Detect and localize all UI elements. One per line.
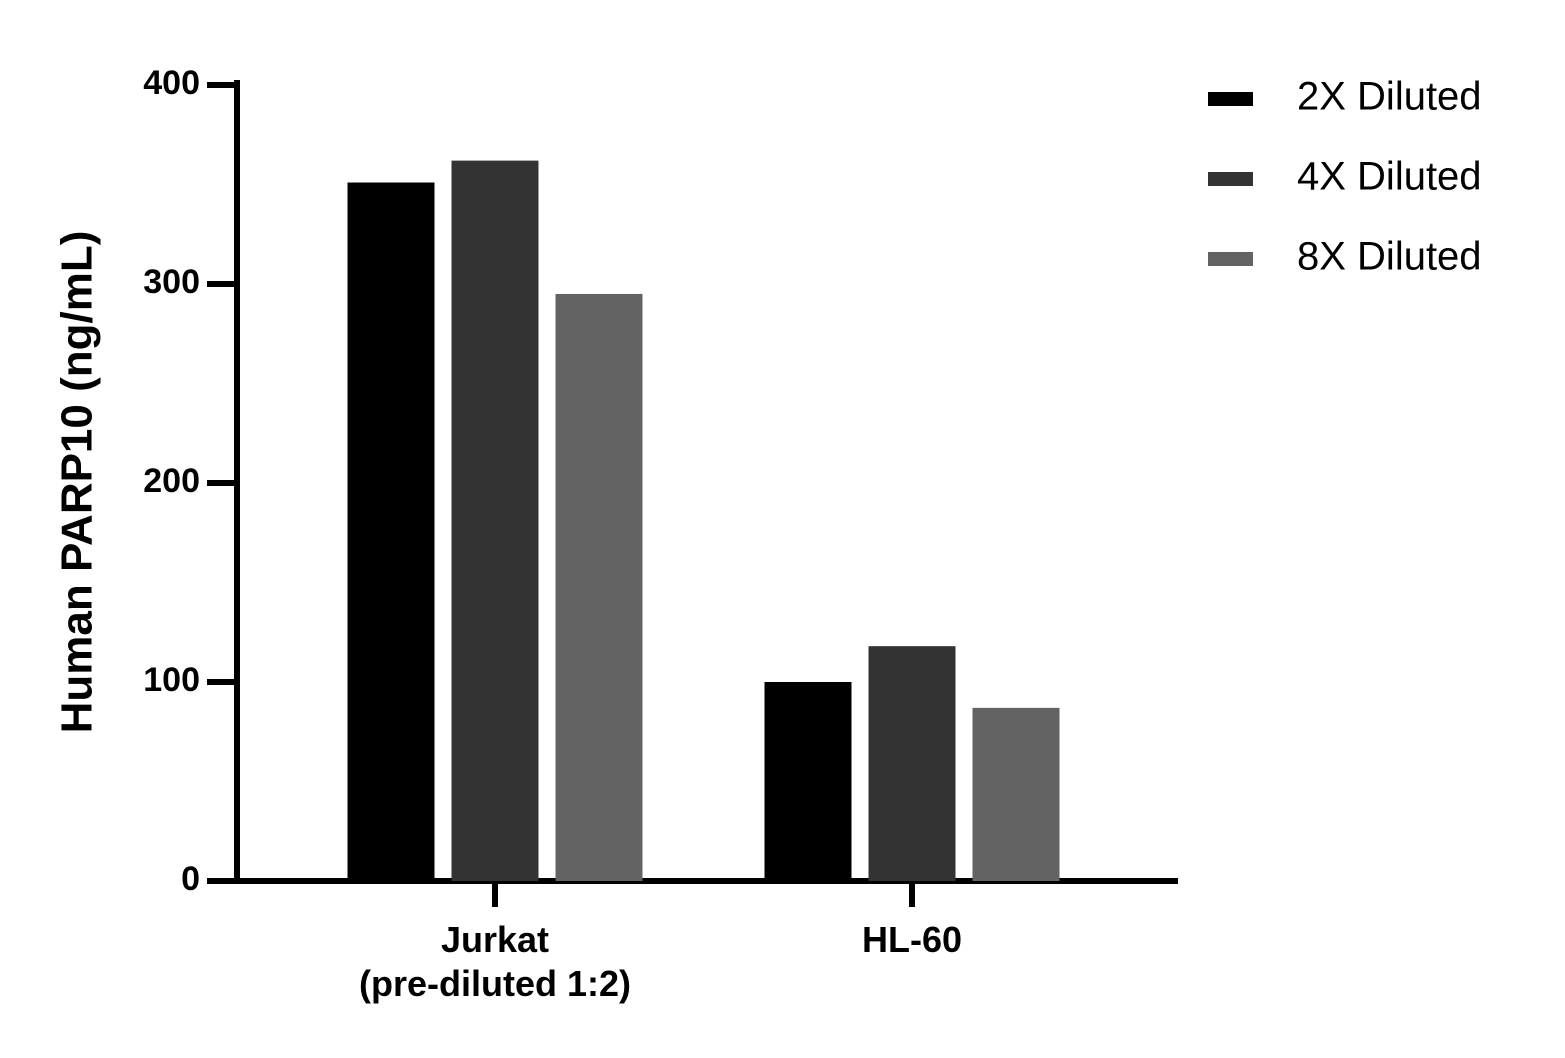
y-tick-label: 300 xyxy=(143,263,200,301)
y-tick-label: 200 xyxy=(143,462,200,500)
y-tick-label: 100 xyxy=(143,661,200,699)
x-tick-label: HL-60 xyxy=(861,919,963,960)
x-tick-label: Jurkat (pre-diluted 1:2) xyxy=(358,919,631,1004)
y-tick-label: 400 xyxy=(143,64,200,102)
bar xyxy=(555,293,643,881)
legend-label: 8X Diluted xyxy=(1297,235,1482,279)
bar xyxy=(347,182,435,881)
bar xyxy=(972,707,1060,881)
y-axis-title: Human PARP10 (ng/mL) xyxy=(53,231,102,734)
legend-swatch xyxy=(1208,252,1253,266)
bar xyxy=(764,682,852,881)
legend-label: 2X Diluted xyxy=(1297,75,1482,119)
legend-label: 4X Diluted xyxy=(1297,155,1482,199)
bar xyxy=(868,646,956,881)
bar xyxy=(451,160,539,881)
legend-swatch xyxy=(1208,172,1253,186)
legend-swatch xyxy=(1208,92,1253,106)
y-tick-label: 0 xyxy=(181,860,200,898)
